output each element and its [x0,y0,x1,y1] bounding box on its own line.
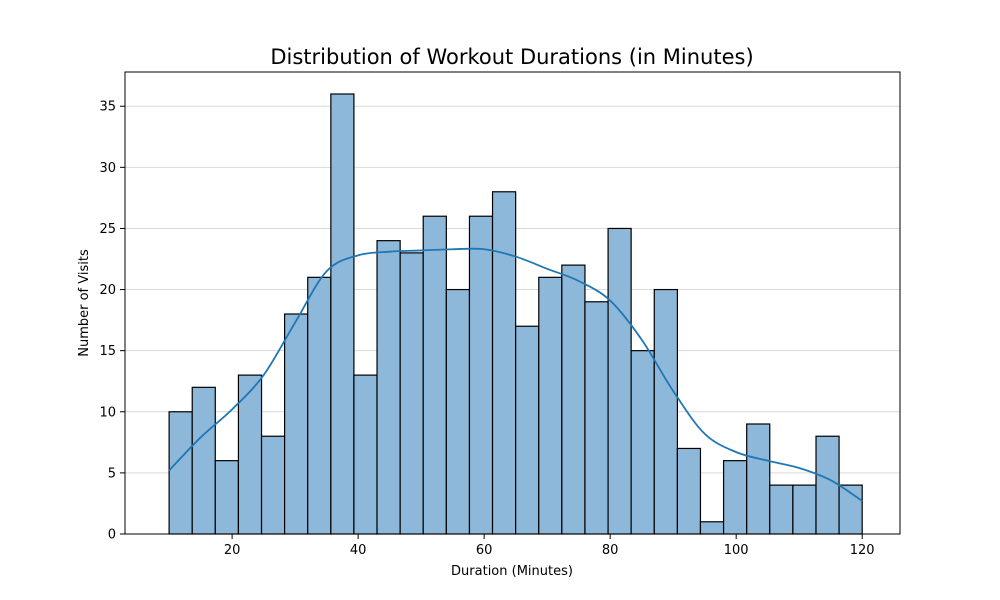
kde-curve [168,247,863,502]
y-tick-label: 20 [99,283,116,298]
x-tick-label: 60 [476,543,493,558]
histogram-bar [445,288,471,535]
histogram-bar [491,191,517,535]
y-tick-label: 10 [99,405,116,420]
kde-curve-layer [168,247,863,502]
histogram-bar [699,521,725,535]
x-tick-label: 100 [724,543,749,558]
histogram-bar [630,350,655,535]
histogram-bar [376,240,401,535]
histogram-bar [283,313,309,535]
histogram-bar [330,93,355,535]
y-tick-label: 0 [108,528,116,543]
histogram-bar [676,447,702,535]
y-tick-label: 15 [99,344,116,359]
y-tick-label: 25 [99,222,116,237]
histogram-bar [607,227,632,535]
x-tick-label: 80 [602,543,619,558]
x-axis-label: Duration (Minutes) [451,564,573,579]
axes: 20 40 60 80 100 120 0 5 10 15 20 25 30 35 [99,71,901,558]
histogram-bar [722,460,748,535]
histogram-bar [515,325,540,535]
histogram-bar [746,423,771,535]
histogram-bar [422,215,447,535]
histogram-bar [260,435,286,535]
histogram-bar [561,264,586,535]
x-tick-label: 120 [850,543,875,558]
histogram-bar [307,276,332,535]
y-axis-label: Number of Visits [77,249,92,357]
histogram-bar [653,288,678,535]
plot-frame [124,71,901,535]
histogram-bar [214,460,240,535]
histogram-bar [399,252,424,535]
y-tick-label: 5 [108,466,116,481]
histogram-bar [468,215,494,535]
histogram-bar [584,301,609,535]
histogram-bars [168,93,863,535]
histogram-bar [191,386,216,535]
histogram-bar [538,276,563,535]
histogram-bar [769,484,794,535]
y-tick-label: 35 [99,100,116,115]
x-tick-label: 40 [350,543,367,558]
histogram-bar [792,484,817,535]
histogram-bar [168,411,193,535]
y-tick-label: 30 [99,161,116,176]
x-tick-label: 20 [224,543,241,558]
histogram-bar [353,374,378,535]
histogram-bar [815,435,840,535]
chart-title: Distribution of Workout Durations (in Mi… [270,45,753,69]
